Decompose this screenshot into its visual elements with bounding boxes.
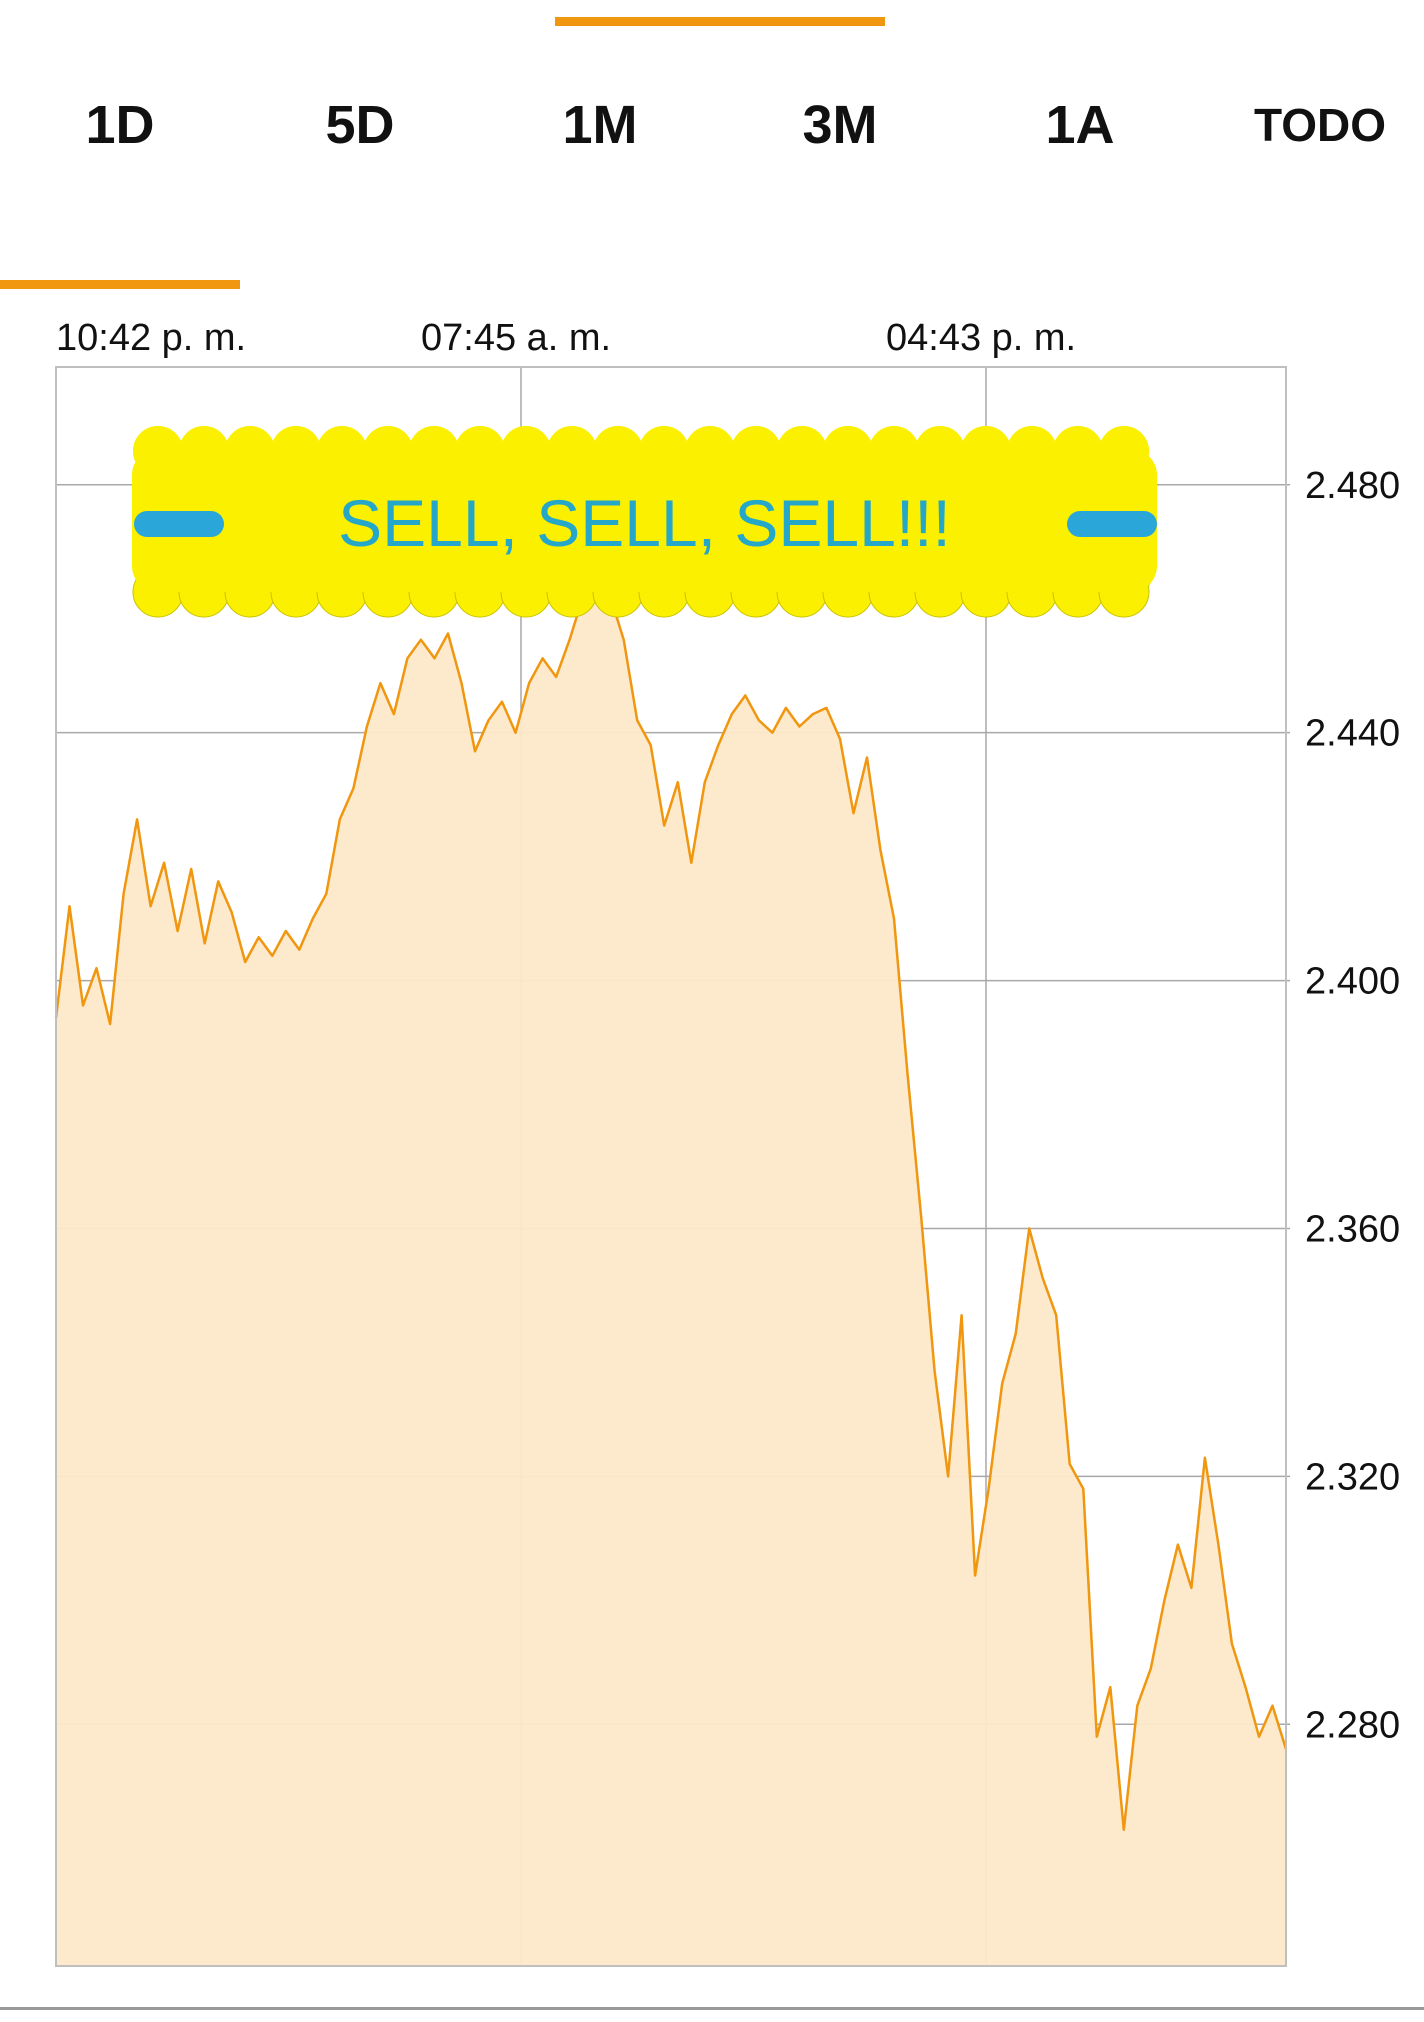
x-tick-label: 07:45 a. m.	[421, 317, 611, 359]
x-tick-label: 10:42 p. m.	[56, 317, 246, 359]
y-tick-label: 2.480	[1305, 465, 1400, 507]
banner-left-dash	[134, 511, 224, 537]
y-tick-label: 2.320	[1305, 1456, 1400, 1498]
tab-1m[interactable]: 1M	[562, 95, 638, 155]
x-tick-label: 04:43 p. m.	[886, 317, 1076, 359]
scalloped-banner-shape	[132, 426, 1157, 618]
sell-banner: SELL, SELL, SELL!!!	[132, 425, 1157, 620]
price-line	[54, 545, 1288, 1831]
y-tick-label: 2.360	[1305, 1208, 1400, 1250]
tab-todo[interactable]: TODO	[1253, 99, 1387, 151]
plot-frame	[55, 366, 1287, 1967]
tab-1d[interactable]: 1D	[85, 95, 155, 155]
range-tabs: 1D 5D 1M 3M 1A TODO	[0, 70, 1424, 289]
banner-right-dash	[1067, 511, 1157, 537]
tab-3m[interactable]: 3M	[802, 95, 878, 155]
y-axis-labels: 2.480 2.440 2.400 2.360 2.320 2.280	[1305, 465, 1400, 1747]
banner-text: SELL, SELL, SELL!!!	[338, 485, 951, 560]
price-area	[56, 546, 1286, 1967]
top-indicator	[555, 17, 885, 26]
y-tick-label: 2.440	[1305, 713, 1400, 755]
x-axis-labels: 10:42 p. m. 07:45 a. m. 04:43 p. m.	[56, 317, 1076, 359]
y-tick-label: 2.400	[1305, 961, 1400, 1003]
price-chart: 10:42 p. m. 07:45 a. m. 04:43 p. m. 2.4802…	[54, 317, 1400, 1967]
active-tab-indicator	[0, 280, 240, 289]
tab-5d[interactable]: 5D	[325, 95, 395, 155]
tab-1a[interactable]: 1A	[1045, 95, 1115, 155]
bottom-divider	[0, 2007, 1424, 2010]
y-tick-label: 2.280	[1305, 1704, 1400, 1746]
